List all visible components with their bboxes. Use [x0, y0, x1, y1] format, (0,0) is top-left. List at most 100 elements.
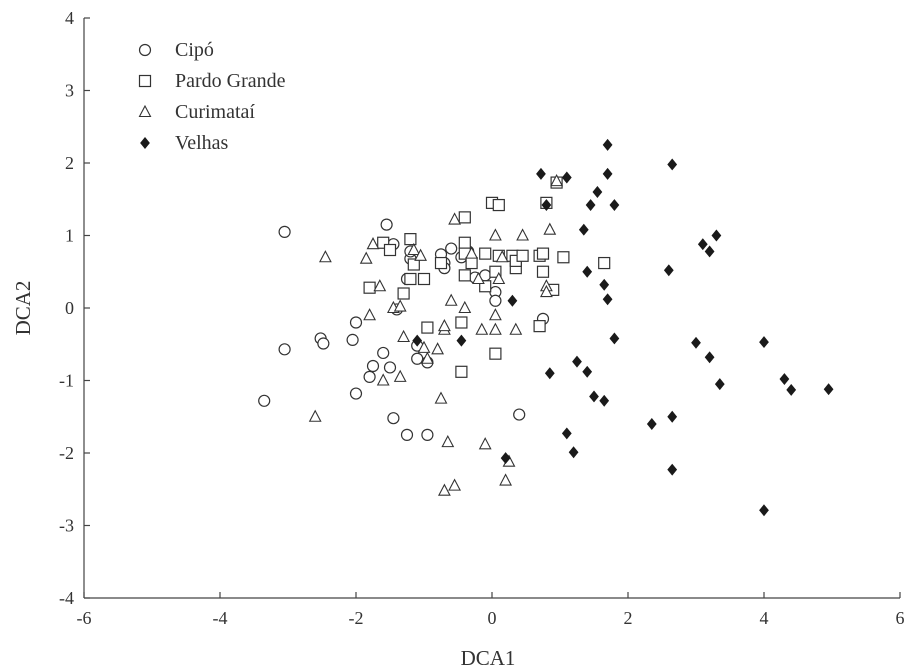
point-diamond	[663, 264, 674, 277]
point-square	[417, 272, 431, 286]
point-triangle	[488, 228, 502, 241]
y-axis-title: DCA2	[11, 281, 35, 336]
point-triangle	[488, 322, 502, 335]
point-triangle	[458, 300, 472, 314]
point-triangle	[488, 308, 502, 321]
point-triangle	[366, 237, 380, 250]
point-diamond	[714, 378, 725, 391]
point-circle	[363, 370, 376, 383]
point-square	[557, 251, 570, 264]
legend-label: Cipó	[175, 39, 214, 61]
point-diamond	[589, 390, 599, 403]
point-diamond	[582, 365, 593, 378]
point-circle	[380, 218, 393, 231]
y-tick-label: 4	[65, 8, 74, 28]
point-triangle	[373, 279, 387, 292]
y-tick-label: 1	[65, 226, 74, 246]
point-square	[458, 269, 471, 282]
y-tick-label: 0	[65, 298, 74, 318]
point-square	[404, 272, 417, 286]
y-tick-label: -4	[59, 588, 74, 608]
data-points	[258, 138, 834, 517]
point-diamond	[697, 238, 708, 251]
legend-marker-triangle	[138, 104, 152, 118]
point-square	[434, 256, 448, 270]
point-square	[492, 198, 505, 212]
point-triangle	[550, 173, 564, 187]
point-diamond	[711, 229, 722, 242]
point-diamond	[779, 373, 790, 386]
point-square	[407, 258, 420, 271]
point-circle	[278, 343, 291, 356]
point-circle	[317, 337, 330, 350]
point-diamond	[456, 334, 467, 347]
point-triangle	[431, 342, 445, 355]
legend-marker-circle	[138, 43, 152, 57]
point-diamond	[691, 336, 701, 349]
point-triangle	[495, 250, 509, 263]
point-diamond	[609, 199, 620, 212]
point-diamond	[412, 334, 423, 347]
point-circle	[445, 242, 458, 255]
point-circle	[411, 352, 424, 365]
point-square	[465, 256, 478, 270]
point-circle	[421, 428, 434, 441]
y-tick-label: 2	[65, 153, 74, 173]
point-triangle	[363, 308, 377, 321]
point-triangle	[478, 437, 492, 450]
point-square	[421, 321, 434, 334]
point-square	[383, 243, 397, 257]
point-square	[598, 256, 611, 270]
x-tick-label: 0	[488, 608, 497, 628]
point-diamond	[667, 158, 678, 171]
point-diamond	[667, 463, 678, 476]
point-diamond	[646, 418, 657, 430]
point-diamond	[500, 452, 511, 465]
point-triangle	[516, 228, 530, 241]
point-diamond	[599, 394, 610, 407]
point-triangle	[359, 251, 373, 264]
legend-marker-diamond	[140, 137, 150, 149]
point-diamond	[786, 383, 797, 396]
point-triangle	[437, 318, 451, 332]
point-triangle	[434, 391, 448, 404]
legend: Cipó Pardo Grande Curimataí Velhas	[138, 39, 286, 154]
point-triangle	[475, 322, 489, 335]
y-ticks: -4 -3 -2 -1 0 1 2 3 4	[59, 8, 90, 608]
point-square	[455, 316, 468, 329]
point-diamond	[602, 167, 613, 180]
point-triangle	[393, 369, 407, 382]
point-triangle	[318, 250, 332, 263]
point-square	[533, 320, 546, 333]
point-diamond	[759, 336, 769, 349]
point-circle	[383, 361, 397, 374]
point-diamond	[568, 446, 579, 459]
x-ticks: -6 -4 -2 0 2 4 6	[77, 592, 905, 628]
point-square	[536, 247, 550, 260]
x-tick-label: -4	[213, 608, 228, 628]
point-triangle	[417, 340, 431, 353]
point-triangle	[407, 242, 421, 256]
point-diamond	[536, 167, 546, 180]
legend-marker-square	[138, 74, 152, 88]
x-tick-label: 6	[896, 608, 905, 628]
point-diamond	[602, 138, 613, 151]
point-triangle	[444, 293, 458, 306]
point-triangle	[437, 483, 451, 496]
point-triangle	[499, 473, 513, 486]
point-triangle	[397, 329, 411, 343]
point-square	[479, 247, 492, 260]
point-square	[363, 281, 376, 294]
point-triangle	[441, 434, 455, 448]
point-diamond	[578, 223, 589, 236]
point-square	[489, 265, 502, 278]
point-triangle	[414, 248, 428, 261]
point-square	[404, 233, 417, 246]
point-triangle	[448, 478, 462, 491]
point-triangle	[465, 246, 479, 259]
x-tick-label: 2	[624, 608, 633, 628]
point-diamond	[541, 199, 552, 212]
x-axis-title: DCA1	[461, 646, 516, 670]
point-diamond	[599, 278, 610, 291]
